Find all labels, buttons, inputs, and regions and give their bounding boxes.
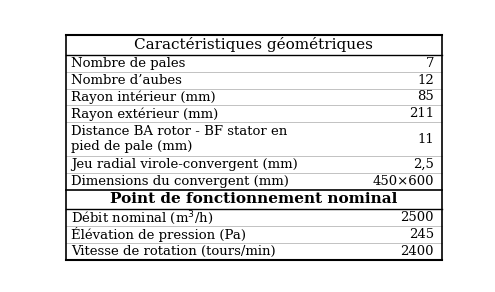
- Text: Caractéristiques géométriques: Caractéristiques géométriques: [134, 37, 373, 53]
- Text: 2400: 2400: [400, 245, 434, 258]
- Text: 450×600: 450×600: [373, 175, 434, 187]
- Text: Rayon extérieur (mm): Rayon extérieur (mm): [71, 107, 219, 121]
- Text: Élévation de pression (Pa): Élévation de pression (Pa): [71, 227, 247, 242]
- Text: 211: 211: [409, 107, 434, 120]
- Text: Dimensions du convergent (mm): Dimensions du convergent (mm): [71, 175, 290, 187]
- Text: 245: 245: [409, 228, 434, 241]
- Text: Débit nominal (m$^3$/h): Débit nominal (m$^3$/h): [71, 209, 214, 227]
- Text: Jeu radial virole-convergent (mm): Jeu radial virole-convergent (mm): [71, 158, 298, 171]
- Text: 2500: 2500: [400, 211, 434, 224]
- Text: Nombre de pales: Nombre de pales: [71, 57, 186, 70]
- Text: Point de fonctionnement nominal: Point de fonctionnement nominal: [110, 192, 397, 206]
- Text: 85: 85: [417, 91, 434, 103]
- Text: 2,5: 2,5: [413, 158, 434, 171]
- Text: Distance BA rotor - BF stator en: Distance BA rotor - BF stator en: [71, 125, 288, 138]
- Text: Nombre d’aubes: Nombre d’aubes: [71, 74, 182, 87]
- Text: Rayon intérieur (mm): Rayon intérieur (mm): [71, 90, 216, 104]
- Text: pied de pale (mm): pied de pale (mm): [71, 140, 193, 153]
- Text: Vitesse de rotation (tours/min): Vitesse de rotation (tours/min): [71, 245, 276, 258]
- Text: 7: 7: [426, 57, 434, 70]
- Text: 12: 12: [417, 74, 434, 87]
- Text: 11: 11: [417, 133, 434, 145]
